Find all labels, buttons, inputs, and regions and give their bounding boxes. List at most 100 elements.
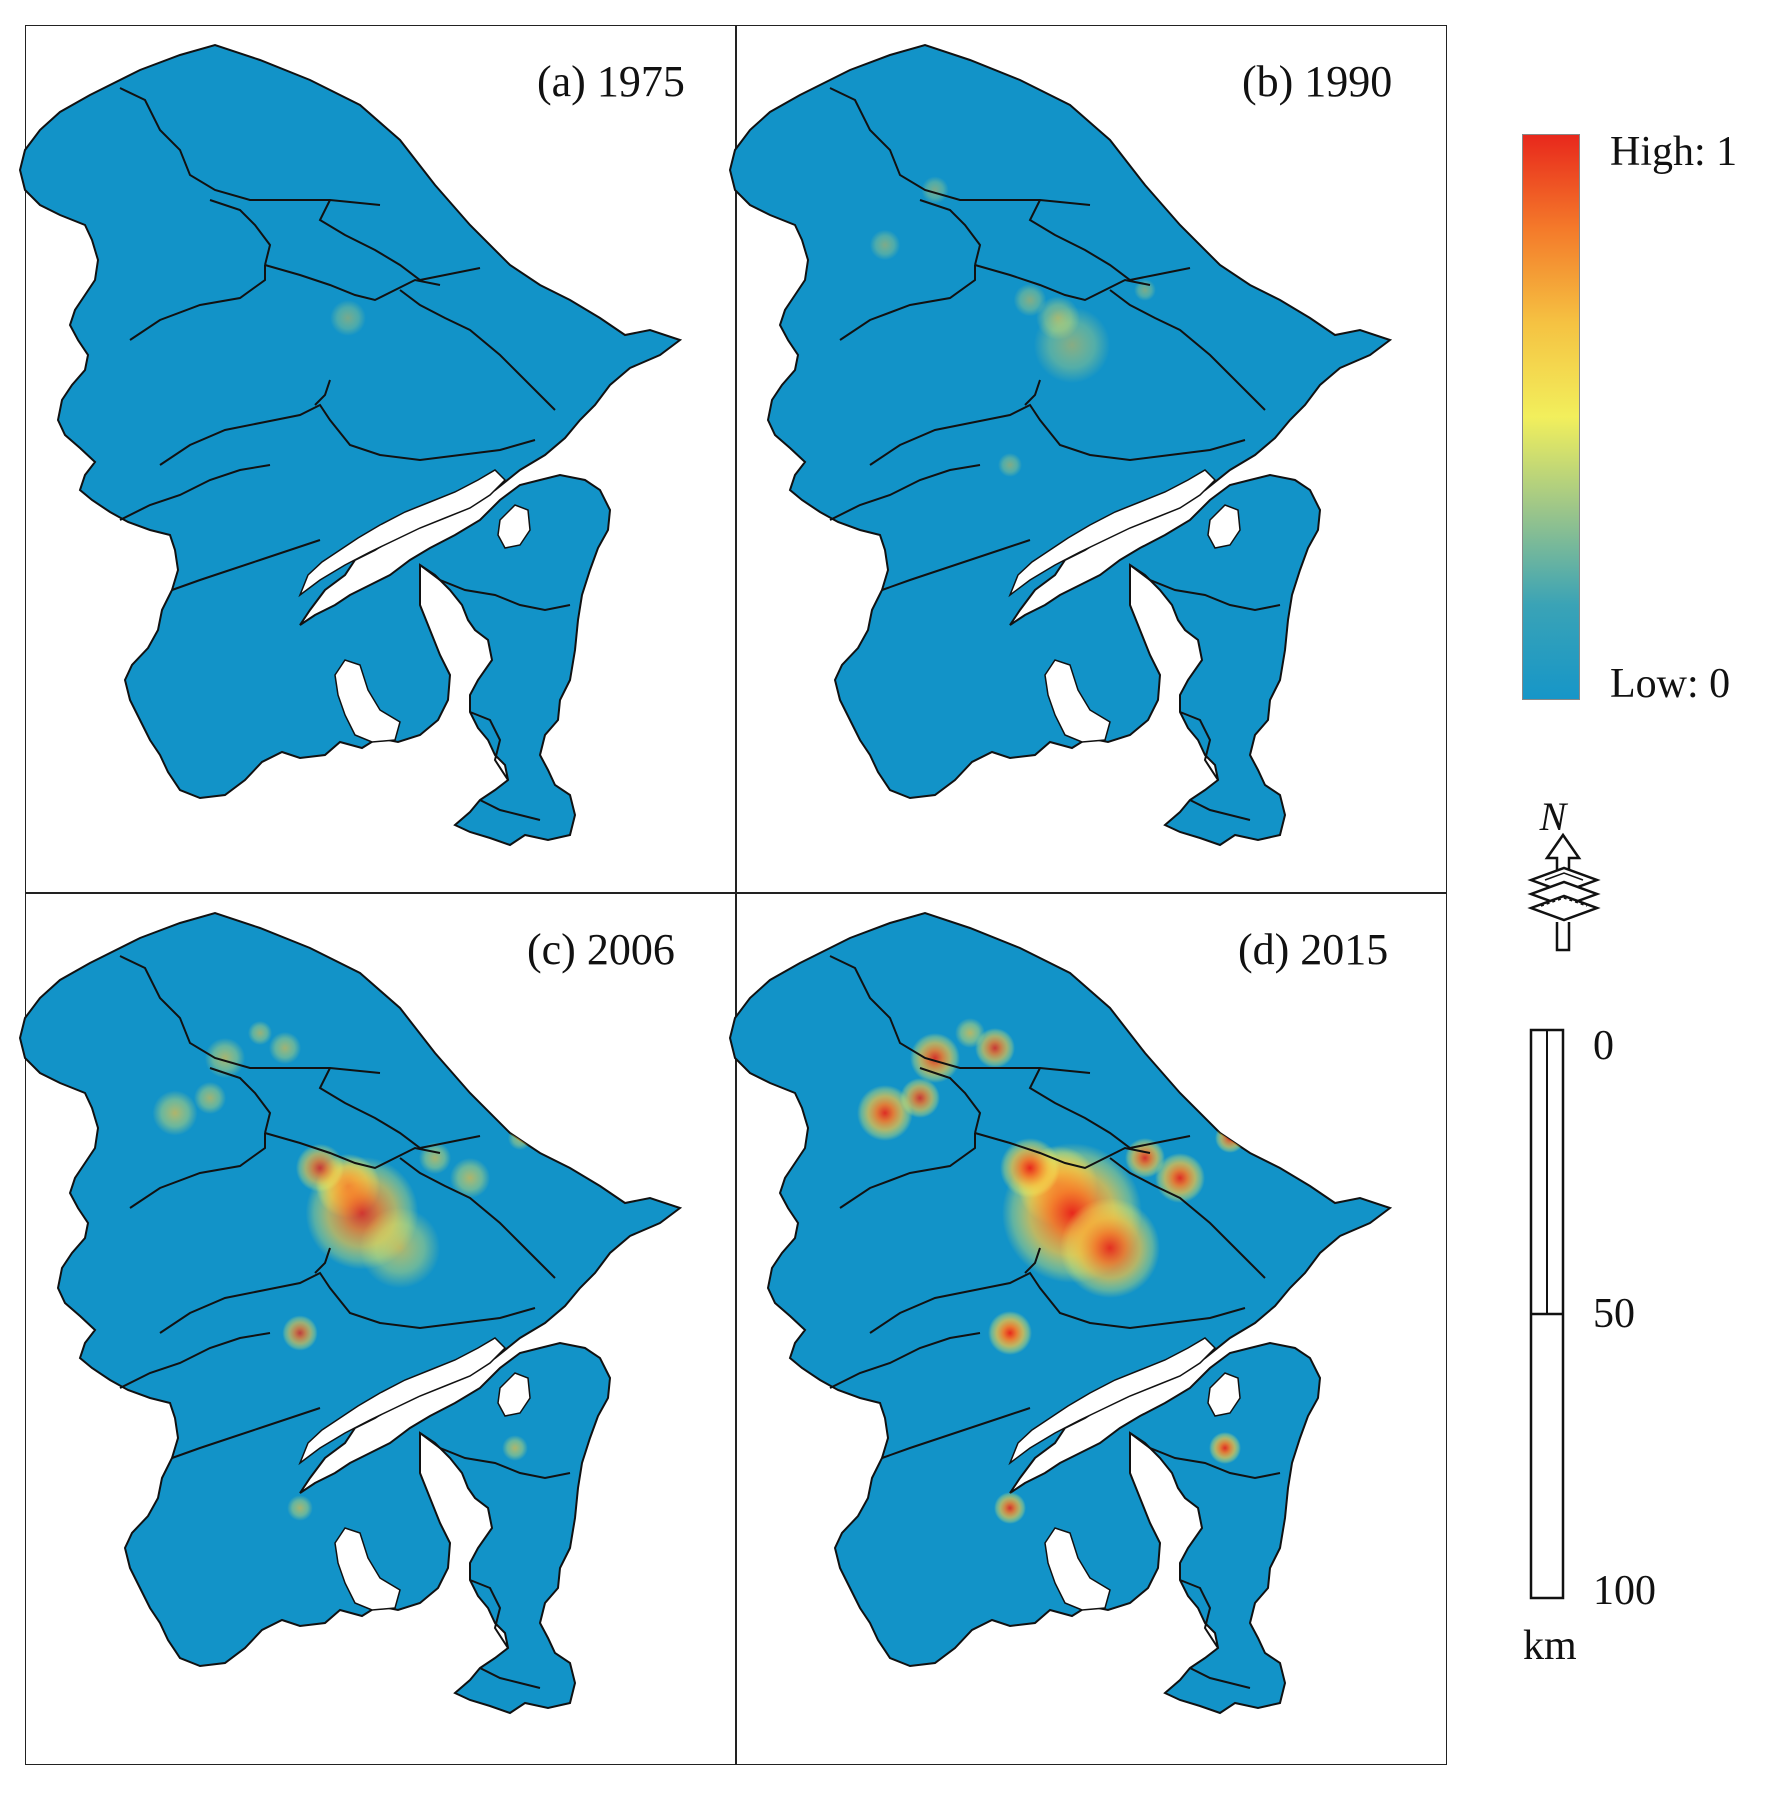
- map-panel-b: [728, 43, 1393, 847]
- urban-hotspot: [1209, 1432, 1241, 1464]
- legend-high-label: High: 1: [1610, 129, 1738, 175]
- district-boundary: [264, 264, 441, 302]
- water-body: [1008, 469, 1217, 598]
- district-boundary: [1179, 1579, 1219, 1649]
- water-body: [334, 1527, 401, 1611]
- district-boundary: [1109, 1157, 1266, 1279]
- district-boundary: [318, 1067, 481, 1150]
- district-boundary: [119, 87, 381, 206]
- urban-hotspot: [287, 1495, 313, 1521]
- district-boundary: [919, 199, 982, 266]
- scale-tick-0: 0: [1593, 1023, 1614, 1069]
- district-boundary: [839, 265, 976, 341]
- urban-hotspot: [247, 1020, 273, 1046]
- panel-a-frame: [25, 25, 737, 894]
- district-boundary: [829, 955, 1091, 1074]
- water-body: [1044, 659, 1111, 743]
- scale-tick-100: 100: [1593, 1568, 1656, 1614]
- district-boundary: [1028, 199, 1191, 282]
- panel-d-title: (d) 2015: [1238, 925, 1389, 974]
- district-boundary: [1129, 1432, 1281, 1480]
- district-boundary: [209, 1067, 272, 1134]
- urban-hotspot: [193, 1081, 227, 1115]
- district-boundary: [469, 1579, 509, 1649]
- urban-hotspot: [282, 1315, 318, 1351]
- urban-hotspot: [900, 1078, 940, 1118]
- district-boundary: [1024, 379, 1041, 406]
- urban-intensity-layer: [857, 1018, 1245, 1524]
- district-boundary: [1109, 289, 1266, 411]
- map-panel-a: [18, 43, 683, 847]
- district-boundary: [119, 464, 271, 521]
- water-body: [1044, 1527, 1111, 1611]
- urban-hotspot: [975, 1028, 1015, 1068]
- district-boundary: [1189, 1667, 1251, 1689]
- water-body: [497, 1372, 531, 1417]
- district-boundary: [1028, 1067, 1191, 1150]
- urban-hotspot: [857, 1085, 913, 1141]
- legend-colorbar: [1522, 134, 1580, 700]
- urban-hotspot: [1033, 306, 1111, 384]
- district-boundary: [919, 1067, 982, 1134]
- legend-low-label: Low: 0: [1610, 661, 1731, 707]
- urban-hotspot: [152, 1090, 198, 1136]
- urban-intensity-layer: [869, 176, 1156, 477]
- urban-hotspot: [910, 1033, 960, 1083]
- urban-hotspot: [295, 1143, 345, 1193]
- district-boundary: [119, 1332, 271, 1389]
- urban-hotspot: [1000, 1138, 1060, 1198]
- water-body: [497, 504, 531, 549]
- urban-hotspot: [1155, 1153, 1205, 1203]
- urban-hotspot: [1060, 1198, 1160, 1298]
- district-boundary: [129, 265, 266, 341]
- district-boundary: [264, 1132, 441, 1170]
- water-body: [298, 1337, 507, 1466]
- panel-a-title: (a) 1975: [537, 57, 685, 106]
- district-boundary: [171, 1407, 321, 1459]
- urban-hotspot: [1013, 283, 1047, 317]
- urban-hotspot: [204, 1037, 246, 1079]
- district-boundary: [159, 403, 536, 466]
- water-body: [334, 659, 401, 743]
- district-boundary: [469, 711, 509, 781]
- district-boundary: [881, 1407, 1031, 1459]
- district-boundary: [479, 1667, 541, 1689]
- urban-hotspot: [268, 1031, 302, 1065]
- district-boundary: [1129, 564, 1281, 612]
- urban-hotspot: [998, 453, 1022, 477]
- district-boundary: [171, 539, 321, 591]
- urban-hotspot: [507, 1125, 533, 1151]
- urban-hotspot: [921, 176, 949, 204]
- panel-b-frame: [735, 25, 1447, 894]
- district-boundary: [129, 1133, 266, 1209]
- urban-hotspot: [1134, 279, 1156, 301]
- map-panel-c: [18, 911, 683, 1715]
- scale-tick-50: 50: [1593, 1291, 1635, 1337]
- district-boundary: [209, 199, 272, 266]
- district-boundary: [881, 539, 1031, 591]
- urban-hotspot: [449, 1157, 491, 1199]
- district-boundary: [829, 464, 981, 521]
- district-boundary: [974, 1132, 1151, 1170]
- district-boundary: [399, 289, 556, 411]
- district-boundary: [1024, 1247, 1041, 1274]
- district-boundary: [1189, 799, 1251, 821]
- scale-unit: km: [1523, 1623, 1577, 1669]
- district-boundary: [829, 87, 1091, 206]
- urban-hotspot: [988, 1311, 1032, 1355]
- district-boundary: [829, 1332, 981, 1389]
- urban-intensity-layer: [152, 1020, 533, 1521]
- panel-b-title: (b) 1990: [1242, 57, 1393, 106]
- urban-hotspot: [502, 1435, 528, 1461]
- district-boundary: [869, 403, 1246, 466]
- district-boundary: [419, 564, 571, 612]
- district-boundary: [159, 1271, 536, 1334]
- district-boundary: [314, 1247, 331, 1274]
- district-boundary: [869, 1271, 1246, 1334]
- urban-hotspot: [955, 1018, 985, 1048]
- urban-hotspot: [869, 229, 901, 261]
- urban-hotspot: [1215, 1123, 1245, 1153]
- water-body: [298, 469, 507, 598]
